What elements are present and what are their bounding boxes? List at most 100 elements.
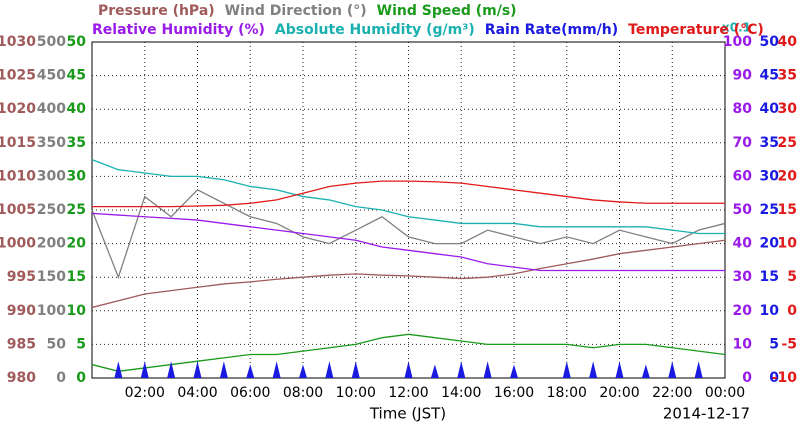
x-tick-label: 08:00: [283, 385, 323, 401]
y-tick-label: 450: [37, 68, 66, 84]
rain-spike: [219, 361, 228, 378]
legend-entry: Wind Direction (°): [225, 3, 367, 19]
y-tick-label: 40: [733, 236, 753, 252]
y-tick-label: 5: [769, 336, 779, 352]
y-tick-label: 995: [7, 269, 36, 285]
y-tick-label: 1005: [0, 202, 36, 218]
y-tick-label: 60: [733, 168, 753, 184]
y-tick-label: 70: [733, 135, 753, 151]
rain-spike: [246, 364, 255, 378]
x-tick-label: 04:00: [177, 385, 217, 401]
rain-spike: [404, 361, 413, 378]
y-tick-label: 50: [47, 336, 67, 352]
y-tick-label: 0: [787, 303, 797, 319]
rain-spike: [193, 361, 202, 378]
date-label: 2014-12-17: [663, 405, 750, 423]
y-tick-label: 40: [760, 101, 780, 117]
series-line: [91, 158, 725, 235]
y-tick-label: 35: [67, 135, 86, 151]
series-line: [92, 180, 725, 208]
rain-spike: [615, 361, 624, 378]
series-line: [91, 189, 726, 280]
rain-spike: [272, 361, 281, 378]
y-tick-label: 0: [56, 370, 66, 386]
y-tick-label: 45: [67, 68, 86, 84]
rain-spike: [351, 361, 360, 378]
y-tick-label: 50: [67, 34, 87, 50]
y-tick-label: 350: [37, 135, 66, 151]
rain-spike: [325, 361, 334, 378]
y-tick-label: 20: [760, 236, 780, 252]
x-tick-label: 06:00: [230, 385, 270, 401]
x-tick-label: 22:00: [652, 385, 692, 401]
rain-spike: [140, 361, 149, 378]
y-tick-label: 1030: [0, 34, 36, 50]
y-tick-label: 1000: [0, 236, 36, 252]
legend-entry: Rain Rate(mm/h): [485, 22, 618, 38]
y-tick-label: 30: [67, 168, 87, 184]
y-tick-label: 80: [733, 101, 753, 117]
rain-spike: [167, 361, 176, 378]
y-tick-label: 40: [778, 34, 798, 50]
x-tick-label: 18:00: [547, 385, 587, 401]
y-tick-label: 40: [67, 101, 87, 117]
legend-entry: Wind Speed (m/s): [377, 3, 517, 19]
x-tick-label: 10:00: [336, 385, 376, 401]
rain-spike: [483, 361, 492, 378]
y-tick-label: 0: [769, 370, 779, 386]
rain-spike: [589, 361, 598, 378]
y-tick-label: 10: [778, 236, 798, 252]
rain-spike: [299, 364, 307, 378]
y-tick-label: 100: [37, 303, 66, 319]
series-line: [91, 239, 726, 309]
y-tick-label: 30: [778, 101, 798, 117]
x-tick-label: 14:00: [441, 385, 481, 401]
y-tick-label: 90: [733, 68, 753, 84]
x-tick-label: 00:00: [705, 385, 745, 401]
x-axis-label: Time (JST): [369, 405, 446, 423]
rain-spike: [562, 361, 571, 378]
y-tick-label: 500: [37, 34, 66, 50]
y-tick-label: 985: [7, 336, 36, 352]
x-tick-label: 16:00: [494, 385, 534, 401]
x-tick-label: 20:00: [599, 385, 639, 401]
abs-humidity-note: x0.1: [722, 21, 751, 35]
y-tick-label: 15: [760, 269, 779, 285]
legend-entry: Absolute Humidity (g/m³): [275, 22, 475, 38]
legend-entry: Relative Humidity (%): [92, 22, 265, 38]
y-tick-label: 0: [742, 370, 752, 386]
y-tick-label: 35: [760, 135, 779, 151]
y-tick-label: 25: [778, 135, 797, 151]
series-line: [91, 212, 725, 272]
y-tick-label: 10: [760, 303, 780, 319]
y-tick-label: 5: [76, 336, 86, 352]
rain-spike: [510, 364, 518, 378]
y-tick-label: 0: [76, 370, 86, 386]
y-tick-label: 990: [7, 303, 36, 319]
y-tick-label: 1025: [0, 68, 36, 84]
rain-spike: [430, 364, 439, 378]
y-tick-label: -5: [781, 336, 797, 352]
y-tick-label: 200: [37, 236, 66, 252]
rain-spike: [668, 361, 677, 378]
y-tick-label: 20: [778, 168, 798, 184]
y-tick-label: 1010: [0, 168, 36, 184]
x-tick-label: 02:00: [125, 385, 165, 401]
y-tick-label: 10: [67, 303, 87, 319]
y-tick-label: 10: [733, 336, 753, 352]
legend-entry: Pressure (hPa): [98, 3, 215, 19]
y-tick-label: 15: [778, 202, 797, 218]
y-tick-label: 1020: [0, 101, 36, 117]
rain-spike: [114, 361, 123, 378]
y-tick-label: 20: [733, 303, 753, 319]
y-tick-label: 50: [760, 34, 780, 50]
y-tick-label: 15: [67, 269, 86, 285]
y-tick-label: 400: [37, 101, 66, 117]
y-tick-label: 50: [733, 202, 753, 218]
y-tick-label: -10: [772, 370, 798, 386]
y-tick-label: 25: [67, 202, 86, 218]
legend-entry: Temperature (°C): [628, 22, 764, 38]
y-tick-label: 250: [37, 202, 66, 218]
y-tick-label: 150: [37, 269, 66, 285]
